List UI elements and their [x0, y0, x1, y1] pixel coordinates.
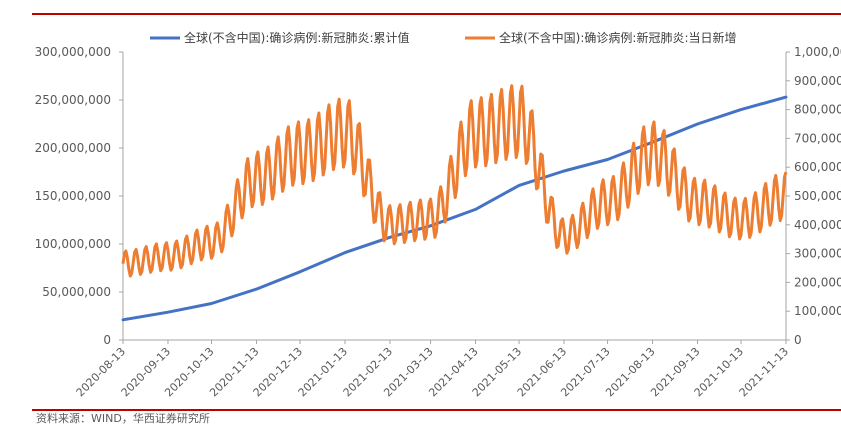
legend-label: 全球(不含中国):确诊病例:新冠肺炎:当日新增	[499, 30, 737, 45]
bottom-rule	[32, 409, 841, 411]
left-tick-label: 100,000,000	[35, 237, 111, 251]
right-tick-label: 600,000	[794, 160, 841, 174]
top-rule	[32, 13, 841, 15]
right-tick-label: 300,000	[794, 247, 841, 261]
left-tick-label: 300,000,000	[35, 45, 111, 59]
right-tick-label: 100,000	[794, 304, 841, 318]
left-tick-label: 250,000,000	[35, 93, 111, 107]
right-tick-label: 200,000	[794, 275, 841, 289]
right-tick-label: 800,000	[794, 103, 841, 117]
left-tick-label: 150,000,000	[35, 189, 111, 203]
right-tick-label: 1,000,000	[794, 45, 841, 59]
legend-label: 全球(不含中国):确诊病例:新冠肺炎:累计值	[184, 30, 410, 45]
right-tick-label: 0	[794, 333, 802, 347]
series-line-cumulative	[121, 95, 788, 322]
right-tick-label: 500,000	[794, 189, 841, 203]
left-tick-label: 50,000,000	[42, 285, 111, 299]
left-tick-label: 200,000,000	[35, 141, 111, 155]
right-tick-label: 900,000	[794, 74, 841, 88]
plot-area	[121, 84, 788, 322]
right-tick-label: 400,000	[794, 218, 841, 232]
source-note: 资料来源：WIND，华西证券研究所	[36, 412, 210, 424]
chart-canvas: 全球(不含中国):确诊病例:新冠肺炎:累计值 全球(不含中国):确诊病例:新冠肺炎…	[35, 30, 841, 399]
right-tick-label: 700,000	[794, 131, 841, 145]
legend: 全球(不含中国):确诊病例:新冠肺炎:累计值 全球(不含中国):确诊病例:新冠肺炎…	[150, 30, 737, 45]
legend-item-daily-new: 全球(不含中国):确诊病例:新冠肺炎:当日新增	[465, 30, 737, 45]
series-line-daily-new	[121, 84, 788, 278]
legend-item-cumulative: 全球(不含中国):确诊病例:新冠肺炎:累计值	[150, 30, 410, 45]
left-tick-label: 0	[103, 333, 111, 347]
